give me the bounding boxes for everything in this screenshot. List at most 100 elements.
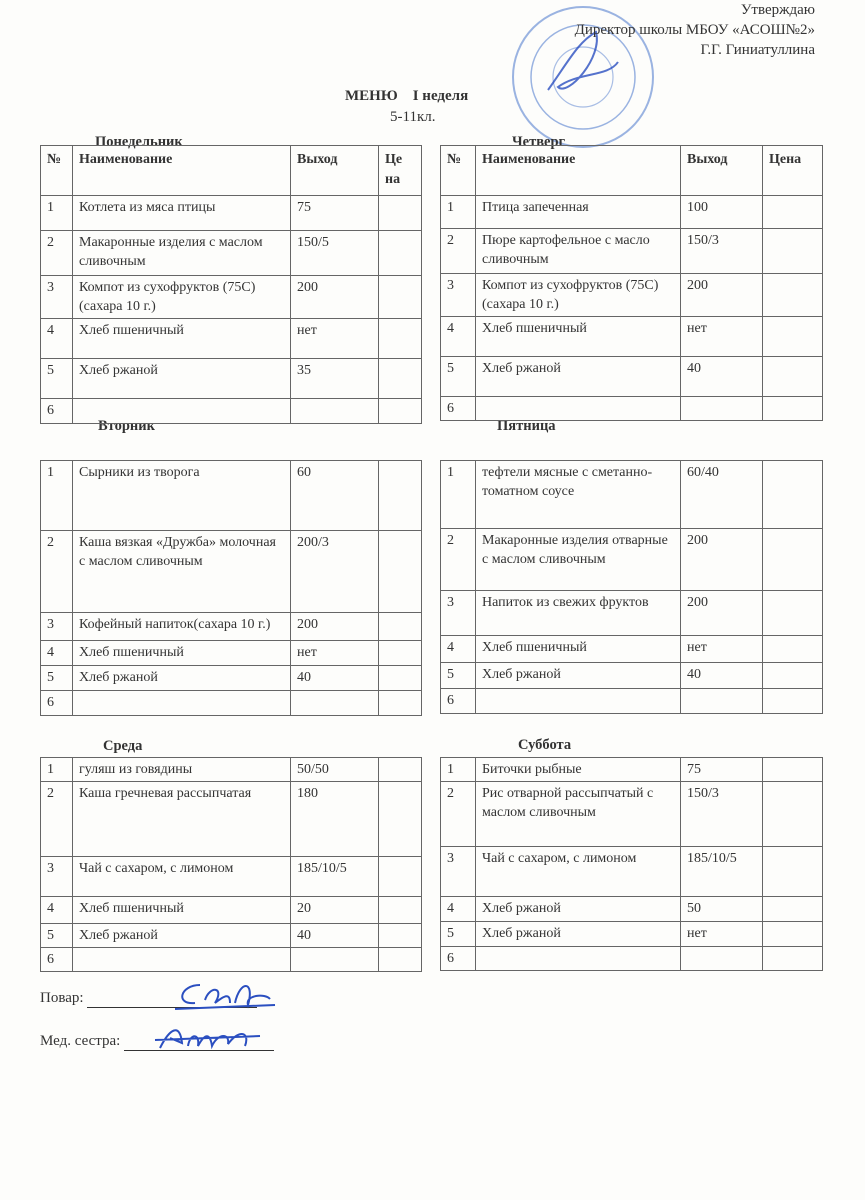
row-num: 4 bbox=[440, 316, 476, 357]
dish-name: Хлеб пшеничный bbox=[475, 635, 681, 663]
dish-output: нет bbox=[290, 318, 379, 359]
table-row: 2 Каша гречневая рассыпчатая 180 bbox=[40, 781, 422, 857]
page-subtitle: 5-11кл. bbox=[390, 109, 436, 125]
nurse-label: Мед. сестра: bbox=[40, 1033, 121, 1049]
table-row: 5 Хлеб ржаной 40 bbox=[40, 665, 422, 691]
dish-price bbox=[762, 757, 823, 782]
dish-price bbox=[378, 640, 422, 666]
table-row: 3 Компот из сухофруктов (75С) (сахара 10… bbox=[440, 273, 823, 317]
row-num: 3 bbox=[40, 856, 73, 897]
dish-output: 75 bbox=[680, 757, 763, 782]
dish-price bbox=[762, 528, 823, 591]
table-row: 4 Хлеб пшеничный нет bbox=[440, 316, 823, 357]
menu-table-saturday: 1 Биточки рыбные 75 2 Рис отварной рассы… bbox=[440, 757, 823, 971]
table-row: 5 Хлеб ржаной 40 bbox=[440, 662, 823, 689]
dish-name: Хлеб пшеничный bbox=[72, 640, 291, 666]
dish-name: Сырники из творога bbox=[72, 460, 291, 531]
approval-name: Г.Г. Гиниатуллина bbox=[700, 42, 815, 58]
dish-price bbox=[378, 530, 422, 613]
row-num: 1 bbox=[40, 757, 73, 782]
table-row: 1 Биточки рыбные 75 bbox=[440, 757, 823, 782]
dish-output: 40 bbox=[290, 923, 379, 948]
table-header: № Наименование Выход Цена bbox=[440, 145, 823, 196]
dish-output: нет bbox=[680, 635, 763, 663]
dish-output bbox=[680, 396, 763, 421]
dish-name: Пюре картофельное с масло сливочным bbox=[475, 228, 681, 274]
table-row: 5 Хлеб ржаной 35 bbox=[40, 358, 422, 399]
row-num: 3 bbox=[40, 612, 73, 641]
dish-output bbox=[290, 947, 379, 972]
table-row: 5 Хлеб ржаной 40 bbox=[440, 356, 823, 397]
dish-output: 200 bbox=[290, 275, 379, 319]
nurse-signature bbox=[154, 1029, 261, 1050]
row-num: 1 bbox=[40, 460, 73, 531]
col-num: № bbox=[40, 145, 73, 196]
dish-name bbox=[475, 396, 681, 421]
approval-block: Утверждаю Директор школы МБОУ «АСОШ№2» Г… bbox=[575, 0, 815, 60]
dish-output: нет bbox=[290, 640, 379, 666]
table-row: 3 Чай с сахаром, с лимоном 185/10/5 bbox=[40, 856, 422, 897]
dish-name: гуляш из говядины bbox=[72, 757, 291, 782]
dish-price bbox=[762, 896, 823, 922]
dish-output: 150/3 bbox=[680, 781, 763, 847]
table-row: 3 Кофейный напиток(сахара 10 г.) 200 bbox=[40, 612, 422, 641]
dish-output: 150/5 bbox=[290, 230, 379, 276]
dish-name bbox=[72, 947, 291, 972]
table-row: 6 bbox=[40, 398, 422, 424]
dish-name: Макаронные изделия отварные с маслом сли… bbox=[475, 528, 681, 591]
dish-output: 40 bbox=[290, 665, 379, 691]
row-num: 6 bbox=[440, 688, 476, 714]
table-row: 1 гуляш из говядины 50/50 bbox=[40, 757, 422, 782]
dish-output: 200 bbox=[680, 590, 763, 636]
dish-output: 60 bbox=[290, 460, 379, 531]
row-num: 3 bbox=[40, 275, 73, 319]
row-num: 5 bbox=[440, 662, 476, 689]
dish-output: 150/3 bbox=[680, 228, 763, 274]
dish-price bbox=[378, 665, 422, 691]
dish-price bbox=[378, 195, 422, 231]
table-row: 1 Котлета из мяса птицы 75 bbox=[40, 195, 422, 231]
dish-price bbox=[762, 273, 823, 317]
table-row: 2 Макаронные изделия отварные с маслом с… bbox=[440, 528, 823, 591]
day-label-wednesday: Среда bbox=[103, 738, 143, 754]
dish-price bbox=[762, 590, 823, 636]
row-num: 6 bbox=[40, 398, 73, 424]
nurse-signature-blank bbox=[124, 1033, 275, 1051]
table-row: 5 Хлеб ржаной нет bbox=[440, 921, 823, 947]
row-num: 6 bbox=[440, 946, 476, 971]
dish-name bbox=[72, 690, 291, 716]
table-row: 4 Хлеб пшеничный нет bbox=[40, 640, 422, 666]
row-num: 2 bbox=[40, 781, 73, 857]
dish-price bbox=[762, 688, 823, 714]
dish-output: 100 bbox=[680, 195, 763, 229]
table-row: 6 bbox=[40, 947, 422, 972]
dish-name: Хлеб ржаной bbox=[72, 923, 291, 948]
page-title: МЕНЮ I неделя bbox=[345, 88, 469, 104]
dish-output: 200 bbox=[680, 528, 763, 591]
dish-output: 200 bbox=[290, 612, 379, 641]
row-num: 1 bbox=[440, 757, 476, 782]
dish-price bbox=[762, 921, 823, 947]
dish-name: Хлеб ржаной bbox=[475, 662, 681, 689]
col-price: Це на bbox=[378, 145, 422, 196]
menu-table-tuesday: 1 Сырники из творога 60 2 Каша вязкая «Д… bbox=[40, 460, 422, 716]
dish-name bbox=[72, 398, 291, 424]
menu-table-friday: 1 тефтели мясные с сметанно-томатном соу… bbox=[440, 460, 823, 714]
approval-line: Утверждаю bbox=[740, 2, 815, 18]
row-num: 1 bbox=[40, 195, 73, 231]
col-name: Наименование bbox=[475, 145, 681, 196]
row-num: 1 bbox=[440, 460, 476, 529]
dish-price bbox=[762, 316, 823, 357]
cook-signature-blank bbox=[87, 990, 258, 1008]
table-row: 4 Хлеб пшеничный 20 bbox=[40, 896, 422, 924]
dish-output: 60/40 bbox=[680, 460, 763, 529]
dish-output bbox=[290, 690, 379, 716]
dish-output: 35 bbox=[290, 358, 379, 399]
table-row: 3 Компот из сухофруктов (75С) (сахара 10… bbox=[40, 275, 422, 319]
table-row: 1 Сырники из творога 60 bbox=[40, 460, 422, 531]
table-row: 3 Напиток из свежих фруктов 200 bbox=[440, 590, 823, 636]
menu-table-wednesday: 1 гуляш из говядины 50/50 2 Каша гречнев… bbox=[40, 757, 422, 972]
dish-output: 200/3 bbox=[290, 530, 379, 613]
dish-price bbox=[378, 690, 422, 716]
dish-price bbox=[762, 460, 823, 529]
